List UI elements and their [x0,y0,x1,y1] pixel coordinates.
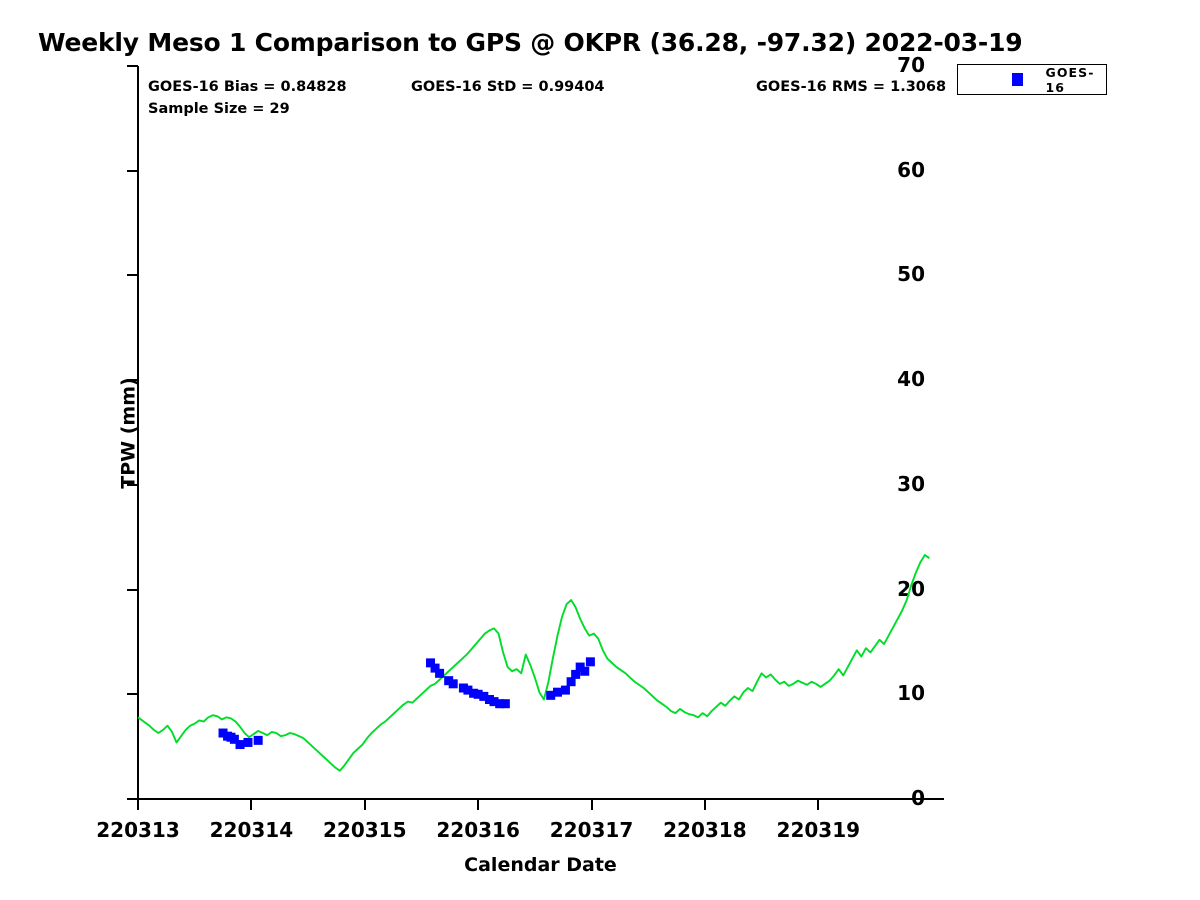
data-point-marker [473,689,483,699]
plot-area: TPW (mm) Calendar Date GOES-16 Bias = 0.… [96,53,947,876]
data-point-marker [435,668,445,678]
y-tick [127,65,138,67]
y-tick [127,483,138,486]
y-axis-line [137,66,139,800]
y-tick [127,588,138,591]
x-tick [590,799,593,810]
series-canvas [137,554,930,772]
data-point-marker [426,658,436,668]
legend-swatch-goes16 [1012,73,1024,86]
data-point-marker [229,734,239,744]
y-tick [127,693,138,696]
series-markers-goes16 [218,657,595,750]
data-point-marker [479,691,489,701]
data-point-marker [484,695,494,705]
x-tick-label: 220314 [209,818,294,842]
x-tick [137,799,139,810]
x-tick-label: 220317 [549,818,634,842]
y-tick-label: 50 [897,262,925,287]
x-tick-label: 220318 [663,818,747,842]
x-axis-line [137,798,944,800]
data-point-marker [469,688,479,698]
y-tick-label: 30 [897,471,925,496]
stat-std: GOES-16 StD = 0.99404 [411,79,605,95]
x-tick [477,799,480,810]
data-point-marker [458,683,468,693]
data-point-marker [566,677,576,687]
data-point-marker [218,728,228,738]
y-tick-label: 70 [897,53,925,77]
x-tick [703,799,706,810]
stat-bias: GOES-16 Bias = 0.84828 [148,79,347,95]
y-tick [127,379,138,382]
page-title: Weekly Meso 1 Comparison to GPS @ OKPR (… [38,28,1023,57]
data-point-marker [489,697,499,707]
y-tick-label: 0 [911,786,925,810]
data-point-marker [575,662,585,672]
data-point-marker [495,699,505,709]
data-point-marker [560,685,570,695]
data-point-marker [448,679,458,689]
data-point-marker [430,663,440,673]
x-tick-label: 220313 [96,818,180,842]
series-line-gps [137,554,930,772]
x-axis-title: Calendar Date [464,854,617,876]
x-tick-label: 220319 [776,818,861,842]
stat-rms: GOES-16 RMS = 1.3068 [756,79,947,95]
y-tick-label: 40 [897,367,925,392]
y-tick [127,169,138,172]
data-point-marker [463,685,473,695]
legend-label-goes16: GOES-16 [1045,64,1095,95]
x-tick [250,799,253,810]
data-point-marker [243,737,253,747]
y-tick-label: 60 [897,157,925,182]
data-point-marker [546,690,556,700]
y-tick-label: 10 [897,681,925,706]
stat-sample-size: Sample Size = 29 [148,101,290,117]
data-point-marker [571,669,581,679]
data-point-marker [253,735,263,745]
data-point-marker [444,676,454,686]
x-tick-label: 220315 [323,818,407,842]
y-tick [127,274,138,277]
data-point-marker [500,699,510,709]
x-tick-label: 220316 [436,818,520,842]
data-point-marker [553,687,563,697]
y-axis-title: TPW (mm) [117,376,140,489]
data-point-marker [585,657,595,667]
data-point-marker [580,666,590,676]
y-tick [127,798,138,800]
legend: GOES-16 [957,64,1107,95]
x-tick [817,799,820,810]
data-point-marker [235,740,245,750]
x-tick [363,799,366,810]
